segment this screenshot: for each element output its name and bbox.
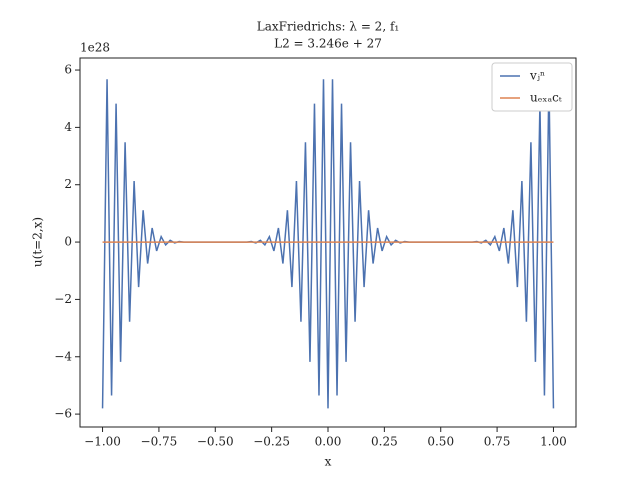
x-axis-label: x [325,455,332,469]
x-tick-label: −0.25 [253,435,290,449]
x-tick-label: 0.00 [315,435,342,449]
chart-subtitle: L2 = 3.246e + 27 [274,37,382,51]
y-tick-label: −2 [54,292,72,306]
y-tick-label: 2 [64,177,72,191]
y-tick-label: −4 [54,349,72,363]
legend-box [491,62,573,112]
series-line [101,79,555,409]
x-tick-label: 0.50 [427,435,454,449]
chart-title: LaxFriedrichs: λ = 2, f₁ [257,20,399,34]
y-offset-label: 1e28 [80,41,110,55]
x-tick-label: −1.00 [84,435,121,449]
y-tick-label: −6 [54,407,72,421]
legend-label: vⱼⁿ [529,69,545,83]
x-tick-label: 1.00 [540,435,567,449]
x-tick-label: 0.75 [484,435,511,449]
x-tick-label: 0.25 [371,435,398,449]
y-axis-label: u(t=2,x) [31,217,45,267]
y-tick-label: 0 [64,235,72,249]
x-tick-label: −0.75 [141,435,178,449]
legend-label: uₑₓₐcₜ [530,91,562,105]
y-tick-label: 6 [64,63,72,77]
plot-frame [79,57,577,428]
y-tick-label: 4 [64,120,72,134]
x-tick-label: −0.50 [197,435,234,449]
